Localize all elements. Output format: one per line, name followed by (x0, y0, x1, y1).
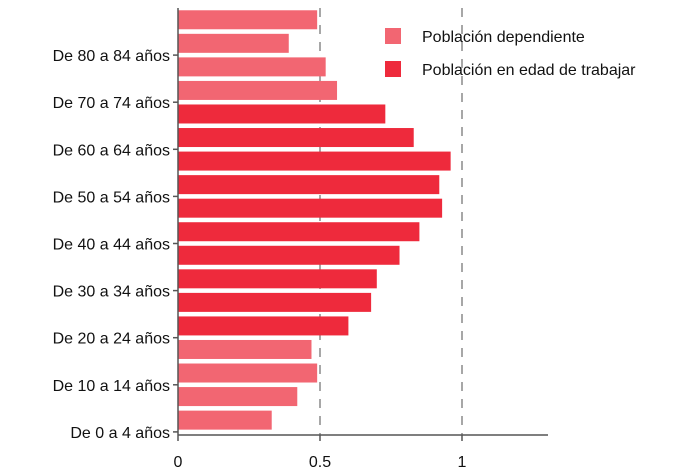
legend: Población dependiente Población en edad … (385, 28, 636, 79)
y-category-label-14: De 70 a 74 años (53, 95, 170, 112)
bar-6 (178, 269, 377, 289)
y-category-label-8: De 40 a 44 años (53, 237, 170, 254)
bar-4 (178, 316, 349, 336)
bar-9 (178, 198, 443, 218)
bar-13 (178, 104, 386, 124)
bar-15 (178, 57, 326, 77)
bar-5 (178, 292, 372, 312)
bar-3 (178, 339, 312, 359)
y-category-label-4: De 20 a 24 años (53, 331, 170, 348)
legend-swatch-dependent (385, 28, 401, 44)
legend-swatch-working-age (385, 61, 401, 77)
bar-8 (178, 222, 420, 242)
label-layer: 0 0.5 1 De 0 a 4 años De 10 a 14 años De 20 a… (53, 48, 467, 471)
y-category-label-10: De 50 a 54 años (53, 189, 170, 206)
bar-layer (178, 10, 451, 430)
y-category-label-0: De 0 a 4 años (70, 425, 170, 442)
bar-10 (178, 175, 440, 195)
bar-1 (178, 387, 298, 407)
x-tick-label-0: 0 (174, 454, 183, 471)
axis-layer (173, 8, 548, 441)
bar-2 (178, 363, 318, 383)
bar-12 (178, 128, 414, 148)
x-tick-label-1: 0.5 (309, 454, 331, 471)
bar-7 (178, 245, 400, 265)
x-tick-label-2: 1 (458, 454, 467, 471)
y-category-label-16: De 80 a 84 años (53, 48, 170, 65)
bar-16 (178, 33, 289, 53)
bar-14 (178, 80, 338, 100)
y-category-label-2: De 10 a 14 años (53, 378, 170, 395)
bar-17 (178, 10, 318, 30)
bar-11 (178, 151, 451, 171)
y-category-label-12: De 60 a 64 años (53, 142, 170, 159)
legend-label-dependent: Población dependiente (422, 29, 585, 46)
bar-0 (178, 410, 272, 430)
grid-layer (319, 8, 463, 435)
y-category-label-6: De 30 a 34 años (53, 284, 170, 301)
legend-label-working-age: Población en edad de trabajar (422, 62, 636, 79)
